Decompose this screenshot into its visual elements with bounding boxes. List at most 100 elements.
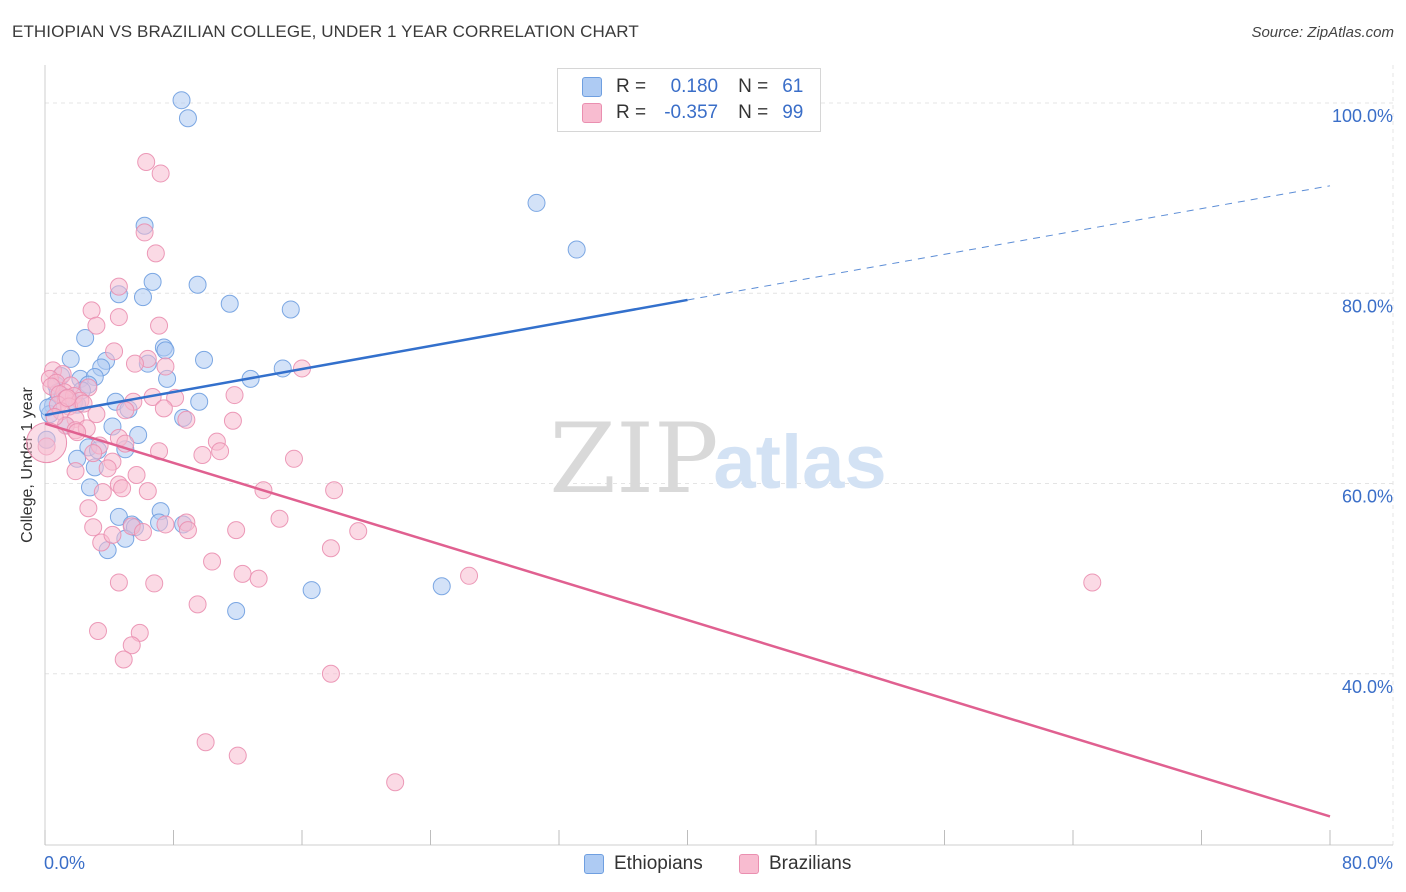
y-tick-label: 60.0% <box>1342 487 1393 507</box>
data-point <box>223 411 242 430</box>
data-point <box>567 240 586 259</box>
data-point <box>127 465 146 484</box>
ethiopians-trend-line <box>44 298 688 417</box>
ethiopians-legend-label: Ethiopians <box>614 853 703 874</box>
data-point <box>138 482 157 501</box>
data-point <box>190 392 209 411</box>
data-point <box>227 521 246 540</box>
ethiopians-legend-swatch <box>584 854 604 874</box>
data-point <box>386 773 405 792</box>
data-point <box>114 650 133 669</box>
data-point <box>432 577 451 596</box>
data-point <box>116 401 135 420</box>
legend-item-brazilians[interactable]: Brazilians <box>739 851 851 877</box>
data-point <box>321 664 340 683</box>
data-point <box>460 566 479 585</box>
data-point <box>177 410 196 429</box>
watermark-atlas: atlas <box>713 420 886 505</box>
data-point <box>284 449 303 468</box>
r-label: R = <box>616 102 647 123</box>
brazilians-r-value: -0.357 <box>664 102 719 123</box>
gridlines <box>45 65 1394 845</box>
data-point <box>109 277 128 296</box>
y-tick-label: 40.0% <box>1342 677 1393 697</box>
data-point <box>156 515 175 534</box>
chart-title: ETHIOPIAN VS BRAZILIAN COLLEGE, UNDER 1 … <box>12 22 639 41</box>
brazilians-trend-line <box>44 422 1331 818</box>
data-point <box>178 521 197 540</box>
brazilians-n-value: 99 <box>782 102 804 123</box>
brazilians-points <box>37 153 1102 792</box>
y-tick-label: 100.0% <box>1332 106 1393 126</box>
data-point <box>156 357 175 376</box>
y-tick-label: 80.0% <box>1342 296 1393 316</box>
data-point <box>154 399 173 418</box>
ethiopians-r-value: 0.180 <box>670 76 719 97</box>
data-point <box>113 479 132 498</box>
data-point <box>93 483 112 502</box>
data-point <box>196 733 215 752</box>
ethiopians-trend-extension <box>687 185 1331 301</box>
data-point <box>178 109 197 128</box>
n-label: N = <box>738 102 769 123</box>
data-point <box>98 459 117 478</box>
data-point <box>150 316 169 335</box>
x-tick-labels: 0.0% 80.0% <box>44 853 1393 873</box>
data-point <box>188 275 207 294</box>
r-label: R = <box>616 76 647 97</box>
data-point <box>195 350 214 369</box>
data-point <box>133 288 152 307</box>
data-point <box>66 462 85 481</box>
data-point <box>135 223 154 242</box>
data-point <box>220 294 239 313</box>
n-label: N = <box>738 76 769 97</box>
data-point <box>109 573 128 592</box>
data-point <box>188 595 207 614</box>
data-point <box>82 301 101 320</box>
data-point <box>79 378 98 397</box>
data-point <box>193 446 212 464</box>
x-tick-label: 0.0% <box>44 853 85 873</box>
data-point <box>156 341 175 360</box>
data-point <box>281 300 300 319</box>
data-point <box>233 564 252 583</box>
data-point <box>61 349 80 368</box>
data-point <box>129 426 148 445</box>
data-point <box>84 444 103 463</box>
data-point <box>109 308 128 327</box>
data-point <box>527 193 546 212</box>
data-point <box>349 522 368 541</box>
data-point <box>203 552 222 571</box>
data-point <box>211 442 230 461</box>
data-point <box>146 244 165 263</box>
data-point <box>89 621 108 640</box>
data-points <box>26 91 1102 792</box>
data-point <box>325 481 344 500</box>
data-point <box>105 342 124 361</box>
x-tick-label: 80.0% <box>1342 853 1393 873</box>
data-point <box>143 272 162 291</box>
data-point <box>84 518 103 537</box>
data-point <box>1083 573 1102 592</box>
data-point <box>79 499 98 518</box>
data-point <box>225 386 244 405</box>
data-point <box>58 388 77 407</box>
stats-legend: R = 0.180 N = 61 R = -0.357 N = 99 <box>557 68 821 132</box>
y-tick-labels: 40.0% 60.0% 80.0% 100.0% <box>1332 106 1393 697</box>
data-point <box>122 636 141 655</box>
brazilians-swatch <box>582 103 602 123</box>
watermark: ZIP atlas <box>549 403 886 515</box>
legend-row-ethiopians: R = 0.180 N = 61 <box>582 74 803 100</box>
data-point <box>87 316 106 335</box>
trend-lines <box>44 185 1331 818</box>
ethiopians-n-value: 61 <box>782 76 804 97</box>
data-point <box>270 509 289 528</box>
data-point <box>302 581 321 600</box>
legend-item-ethiopians[interactable]: Ethiopians <box>584 851 703 877</box>
data-point <box>227 602 246 620</box>
data-point <box>76 329 95 347</box>
data-point-cluster <box>26 422 68 464</box>
chart-source: Source: ZipAtlas.com <box>1251 24 1394 41</box>
data-point <box>249 569 268 588</box>
data-point <box>103 525 122 544</box>
